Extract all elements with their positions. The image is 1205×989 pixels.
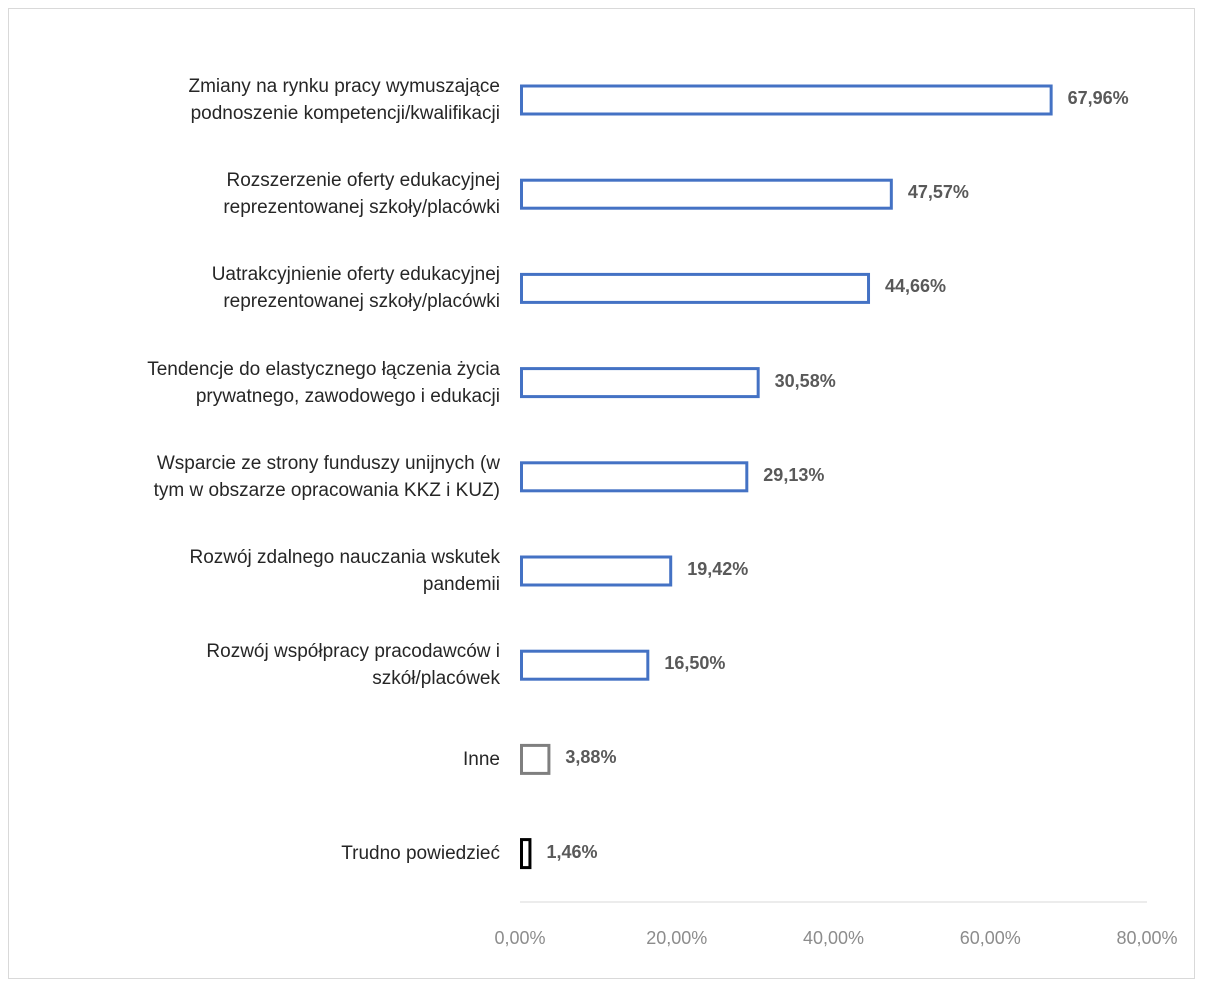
value-label: 44,66% xyxy=(885,276,947,297)
bar xyxy=(520,649,650,681)
value-label: 16,50% xyxy=(664,653,726,674)
category-label: Zmiany na rynku pracy wymuszające podnos… xyxy=(188,76,501,124)
category-label: Rozszerzenie oferty edukacyjnej reprezen… xyxy=(223,170,500,219)
bar xyxy=(520,367,760,399)
category-label: Trudno powiedzieć xyxy=(341,843,500,865)
x-tick-label: 0,00% xyxy=(494,928,546,948)
value-label: 19,42% xyxy=(687,559,749,579)
category-label: Inne xyxy=(463,748,500,770)
value-label: 1,46% xyxy=(546,841,598,862)
value-label: 3,88% xyxy=(565,747,617,768)
category-label: Rozwój zdalnego nauczania wskutek pandem… xyxy=(189,547,500,595)
bar xyxy=(520,84,1053,116)
category-label: Wsparcie ze strony funduszy unijnych (w … xyxy=(153,452,500,501)
bar xyxy=(520,272,871,304)
x-tick-label: 20,00% xyxy=(646,928,708,948)
x-tick-label: 60,00% xyxy=(959,928,1021,948)
category-label: Uatrakcyjnienie oferty edukacyjnej repre… xyxy=(211,264,500,313)
category-label: Tendencje do elastycznego łączenia życia… xyxy=(147,358,500,407)
bar xyxy=(520,461,749,493)
value-label: 47,57% xyxy=(907,182,969,203)
x-tick-label: 40,00% xyxy=(802,928,865,948)
value-label: 29,13% xyxy=(763,464,825,485)
value-label: 30,58% xyxy=(774,370,836,391)
x-tick-label: 80,00% xyxy=(1116,928,1178,948)
bar xyxy=(520,555,673,587)
category-label: Rozwój współpracy pracodawców i szkół/pl… xyxy=(206,641,500,690)
value-label: 67,96% xyxy=(1067,88,1129,108)
bar xyxy=(520,743,551,775)
bar xyxy=(520,178,893,210)
bar xyxy=(520,838,532,870)
chart-frame xyxy=(8,8,1195,979)
